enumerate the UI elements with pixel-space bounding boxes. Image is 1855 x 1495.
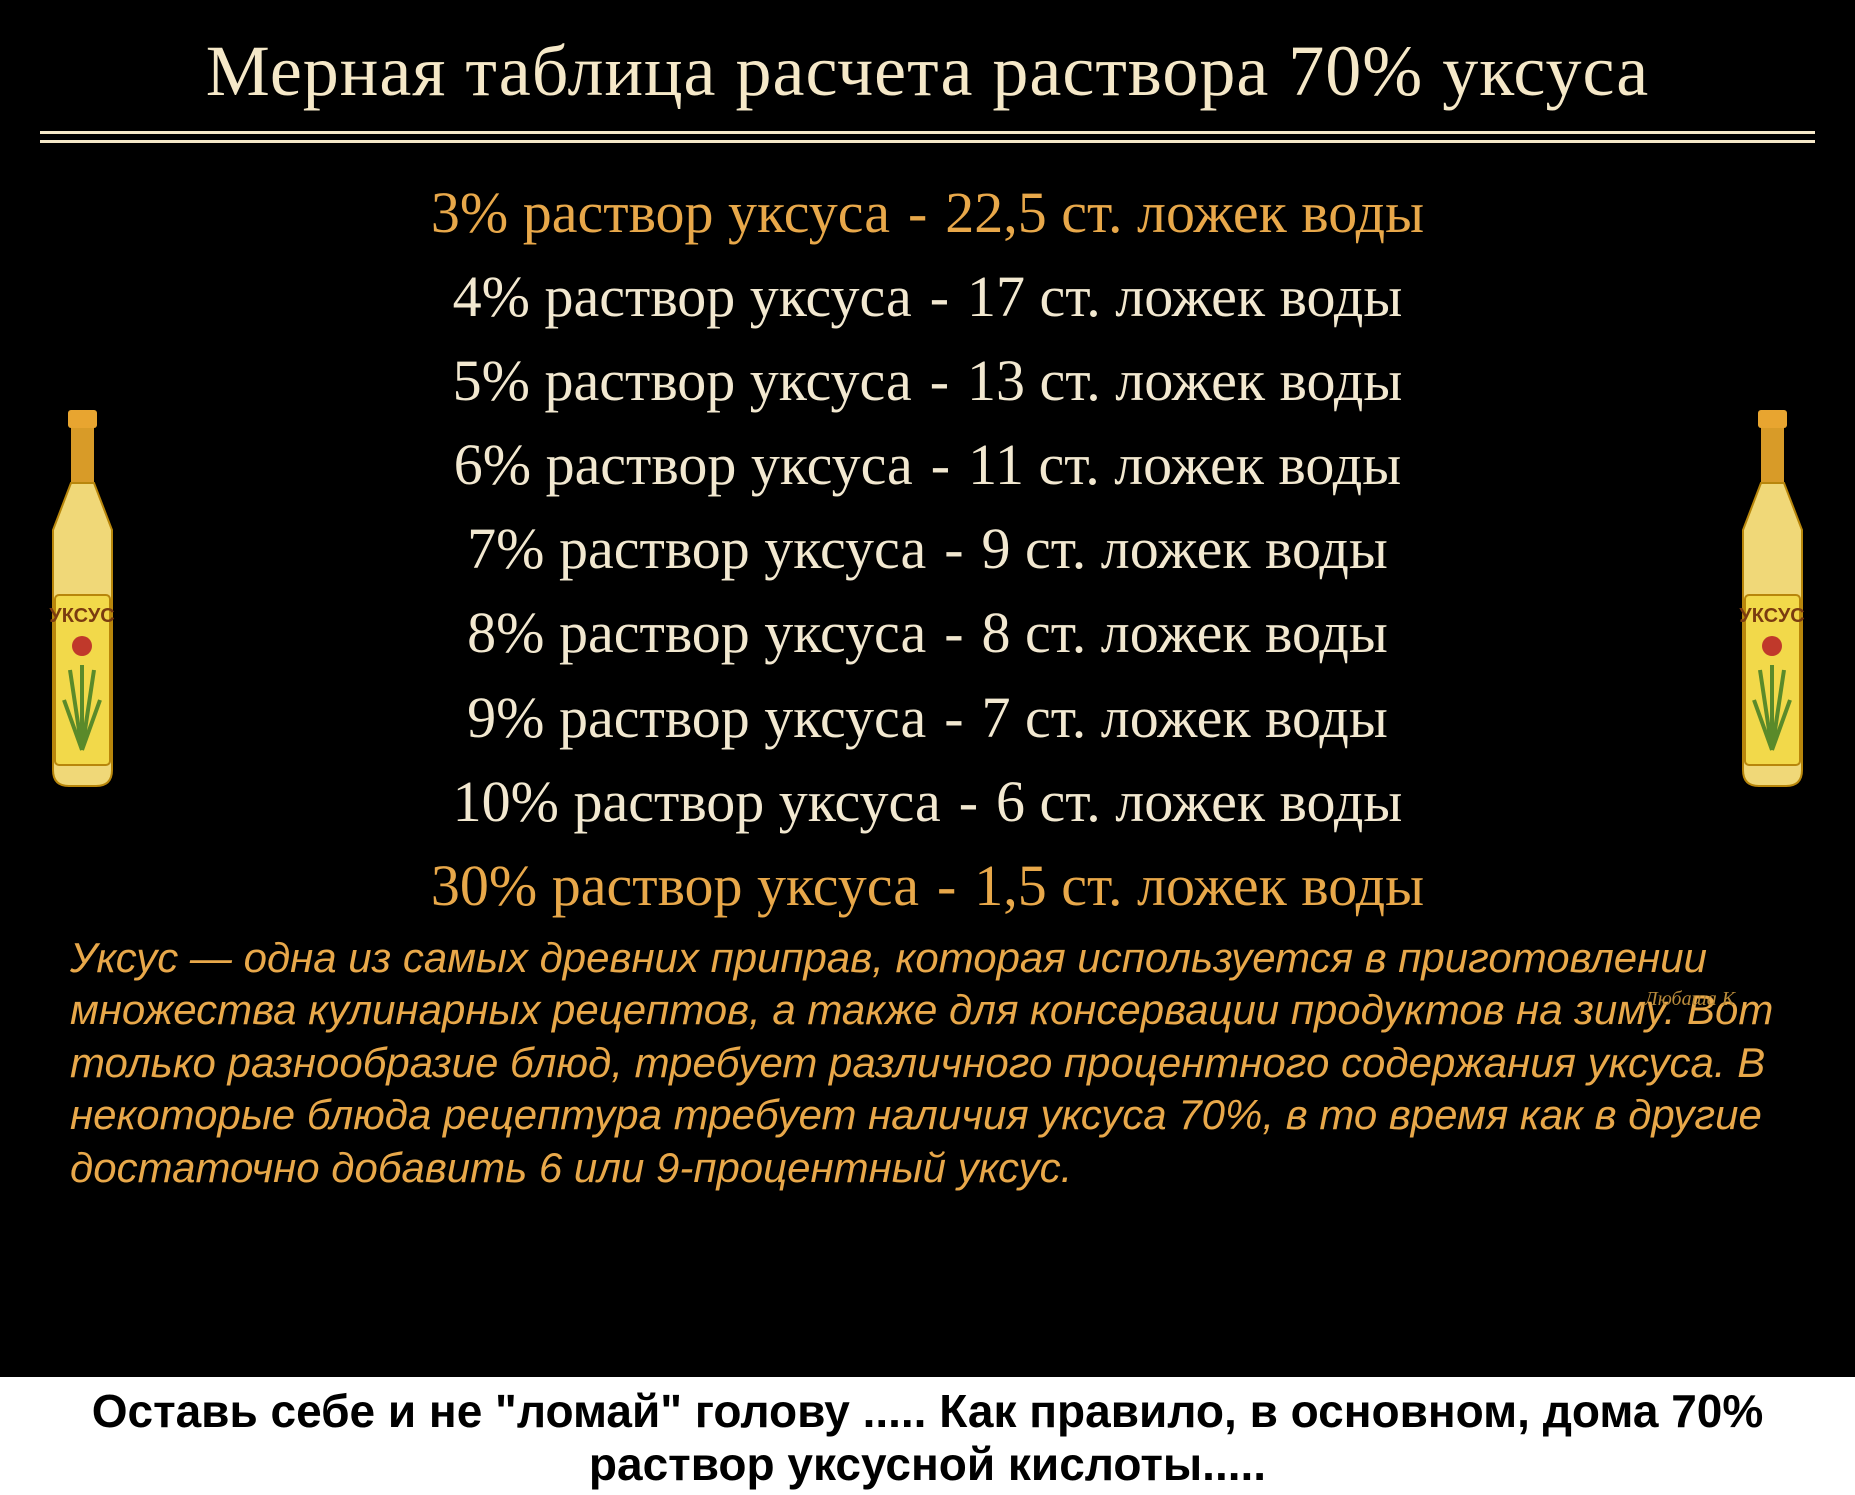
row-right: 6 ст. ложек воды xyxy=(996,760,1402,844)
row-right: 13 ст. ложек воды xyxy=(967,339,1402,423)
dilution-row: 10% раствор уксуса-6 ст. ложек воды xyxy=(190,760,1665,844)
row-dash: - xyxy=(926,591,981,675)
dilution-row: 5% раствор уксуса-13 ст. ложек воды xyxy=(190,339,1665,423)
row-right: 17 ст. ложек воды xyxy=(967,255,1402,339)
dilution-row: 6% раствор уксуса-11 ст. ложек воды xyxy=(190,423,1665,507)
row-right: 7 ст. ложек воды xyxy=(982,676,1388,760)
row-left: 30% раствор уксуса xyxy=(431,844,919,928)
title: Мерная таблица расчета раствора 70% уксу… xyxy=(40,30,1815,113)
row-right: 22,5 ст. ложек воды xyxy=(945,171,1424,255)
row-left: 3% раствор уксуса xyxy=(431,171,890,255)
row-left: 10% раствор уксуса xyxy=(453,760,941,844)
infographic-card: Мерная таблица расчета раствора 70% уксу… xyxy=(0,0,1855,1377)
row-left: 5% раствор уксуса xyxy=(453,339,912,423)
divider-top xyxy=(40,131,1815,134)
dilution-row: 8% раствор уксуса-8 ст. ложек воды xyxy=(190,591,1665,675)
row-dash: - xyxy=(926,507,981,591)
dilution-row: 7% раствор уксуса-9 ст. ложек воды xyxy=(190,507,1665,591)
row-left: 7% раствор уксуса xyxy=(467,507,926,591)
row-right: 11 ст. ложек воды xyxy=(968,423,1401,507)
row-dash: - xyxy=(890,171,945,255)
divider-bottom xyxy=(40,140,1815,143)
row-dash: - xyxy=(941,760,996,844)
description: Уксус — одна из самых древних приправ, к… xyxy=(40,928,1815,1195)
dilution-row: 3% раствор уксуса-22,5 ст. ложек воды xyxy=(190,171,1665,255)
dilution-row: 9% раствор уксуса-7 ст. ложек воды xyxy=(190,676,1665,760)
row-left: 4% раствор уксуса xyxy=(453,255,912,339)
row-right: 9 ст. ложек воды xyxy=(982,507,1388,591)
dilution-table: 3% раствор уксуса-22,5 ст. ложек воды4% … xyxy=(40,171,1815,928)
footer-caption: Оставь себе и не "ломай" голову ..... Ка… xyxy=(0,1377,1855,1495)
row-dash: - xyxy=(919,844,974,928)
row-dash: - xyxy=(913,423,968,507)
row-left: 8% раствор уксуса xyxy=(467,591,926,675)
credit: Любаша К xyxy=(1644,988,1735,1011)
row-dash: - xyxy=(912,339,967,423)
row-left: 9% раствор уксуса xyxy=(467,676,926,760)
row-dash: - xyxy=(912,255,967,339)
row-dash: - xyxy=(926,676,981,760)
row-right: 1,5 ст. ложек воды xyxy=(974,844,1424,928)
row-left: 6% раствор уксуса xyxy=(454,423,913,507)
dilution-row: 30% раствор уксуса-1,5 ст. ложек воды xyxy=(190,844,1665,928)
row-right: 8 ст. ложек воды xyxy=(982,591,1388,675)
dilution-row: 4% раствор уксуса-17 ст. ложек воды xyxy=(190,255,1665,339)
